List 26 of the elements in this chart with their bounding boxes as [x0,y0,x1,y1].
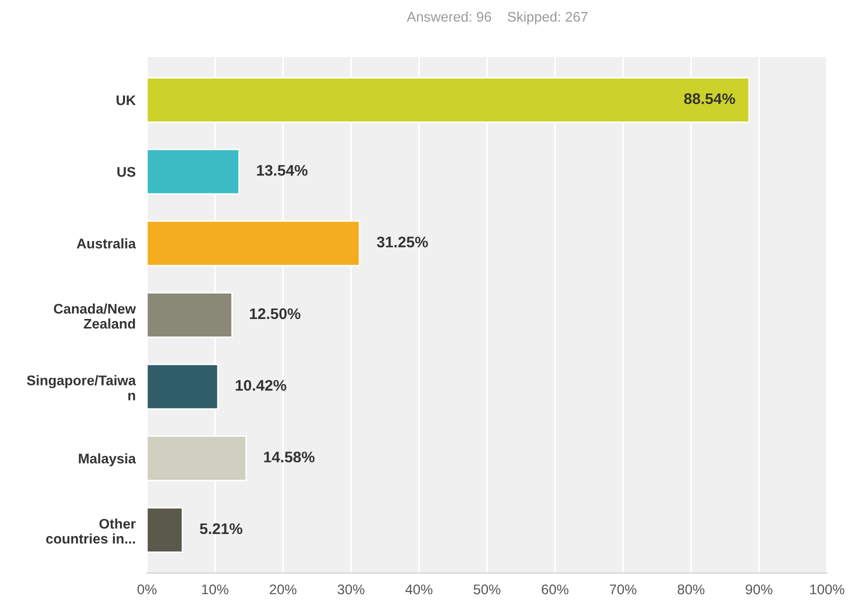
x-tick-label: 100% [810,584,844,594]
x-tick-label: 40% [405,584,432,594]
y-tick-label: Singapore/Taiwa n [26,375,136,400]
y-tick-label: Canada/New Zealand [54,303,136,329]
y-tick-label: US [117,167,136,177]
x-tick-label: 70% [610,584,636,594]
x-tick-label: 0% [138,584,157,594]
data-label: 88.54% [684,93,736,104]
x-tick-label: 60% [542,584,568,594]
x-tick-label: 20% [270,584,296,594]
x-tick-label: 50% [474,584,500,594]
data-label: 13.54% [257,164,308,176]
x-tick-label: 80% [678,584,704,594]
data-label: 14.58% [264,452,315,462]
data-label: 12.50% [250,308,300,320]
data-label: 10.42% [236,380,286,391]
y-tick-label: Australia [76,238,136,249]
x-tick-label: 10% [202,584,228,594]
chart-title: Answered: 96 Skipped: 267 [406,12,588,24]
data-label: 5.21% [200,523,242,534]
y-tick-label: Malaysia [78,453,136,466]
y-tick-label: UK [116,95,136,106]
data-label: 31.25% [376,236,428,248]
x-tick-label: 90% [746,584,772,594]
y-tick-label: Other countries in... [46,518,136,544]
x-tick-label: 30% [338,584,364,594]
